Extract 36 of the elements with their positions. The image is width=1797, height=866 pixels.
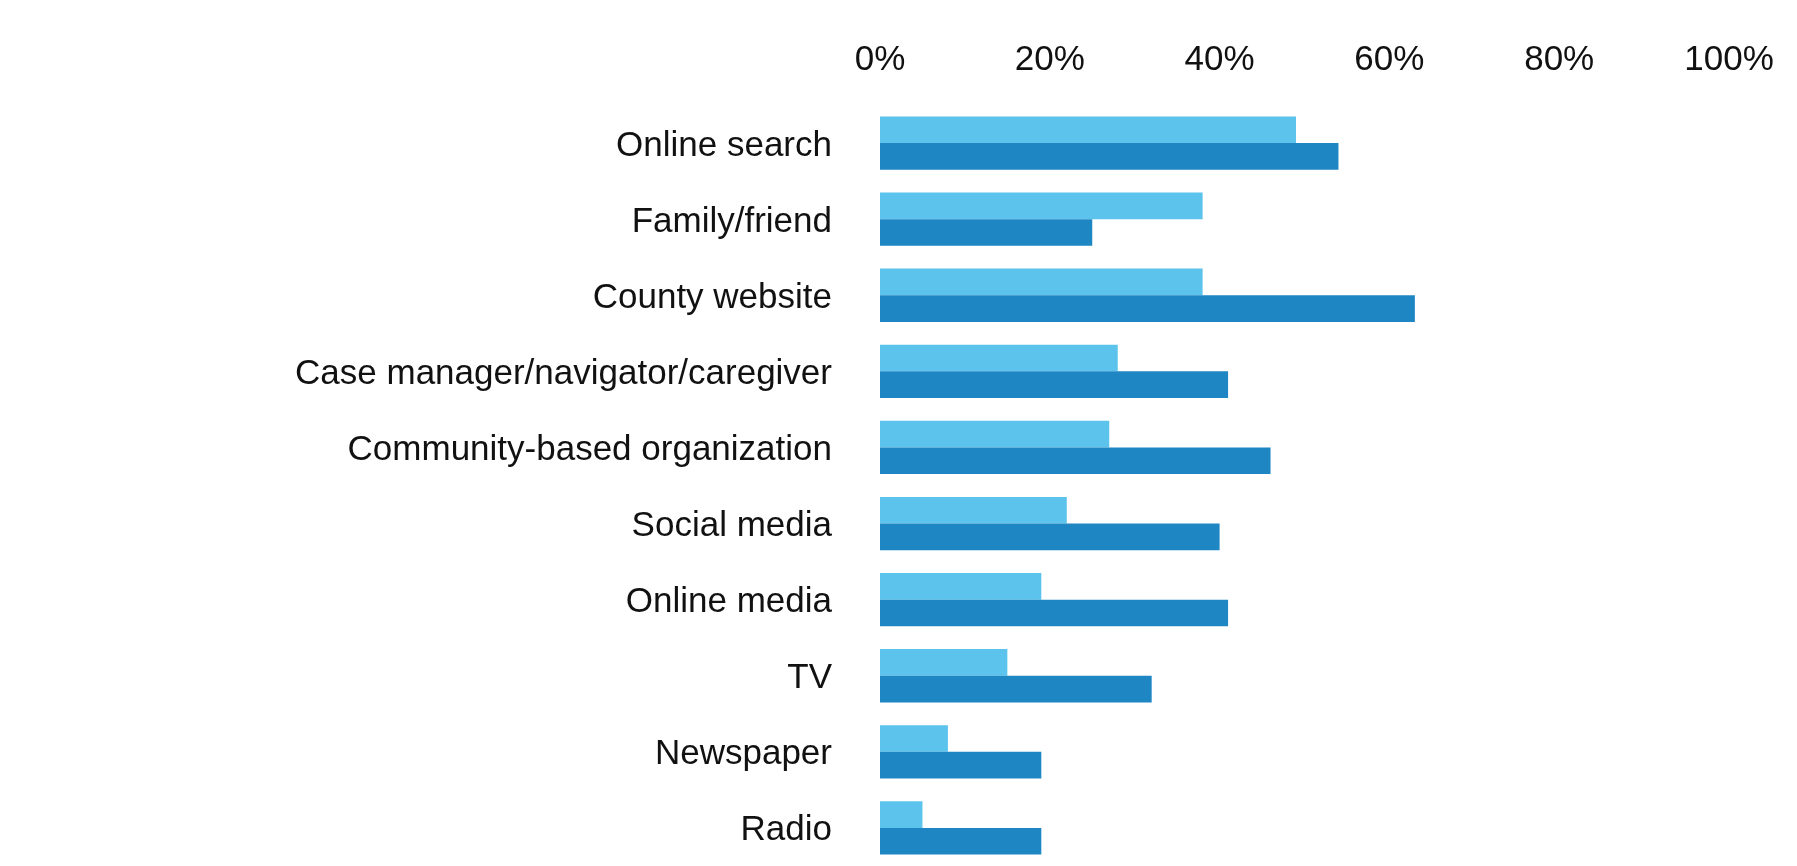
bar — [880, 725, 948, 752]
bar — [880, 827, 1042, 855]
bar — [880, 599, 1229, 627]
bar — [880, 116, 1297, 144]
y-tick-label: Social media — [631, 504, 833, 544]
bar — [880, 801, 923, 828]
bar — [880, 523, 1220, 551]
bar — [880, 295, 1415, 322]
bar — [880, 143, 1339, 170]
bar — [880, 496, 1067, 524]
bar — [880, 751, 1042, 779]
bar — [880, 675, 1152, 703]
bar — [880, 573, 1042, 600]
x-tick-label: 20% — [1014, 38, 1085, 77]
y-tick-label: County website — [592, 275, 832, 315]
y-tick-label: Case manager/navigator/caregiver — [295, 351, 833, 391]
x-tick-label: 40% — [1184, 38, 1255, 77]
x-tick-label: 80% — [1524, 38, 1595, 77]
y-tick-label: Online media — [625, 580, 833, 620]
bar — [880, 447, 1271, 475]
y-tick-label: Newspaper — [654, 732, 833, 772]
bar — [880, 371, 1229, 398]
bar — [880, 219, 1093, 246]
x-tick-label: 100% — [1684, 38, 1774, 77]
x-tick-label: 0% — [854, 38, 906, 77]
bar — [880, 420, 1110, 448]
y-tick-label: Online search — [616, 123, 832, 163]
y-tick-label: Radio — [740, 808, 832, 848]
bar — [880, 192, 1203, 220]
y-tick-label: TV — [787, 656, 833, 696]
y-tick-label: Family/friend — [631, 199, 832, 239]
bar — [880, 344, 1118, 372]
bar — [880, 649, 1008, 676]
y-tick-label: Community-based organization — [347, 427, 832, 467]
bar — [880, 268, 1203, 296]
x-tick-label: 60% — [1354, 38, 1425, 77]
